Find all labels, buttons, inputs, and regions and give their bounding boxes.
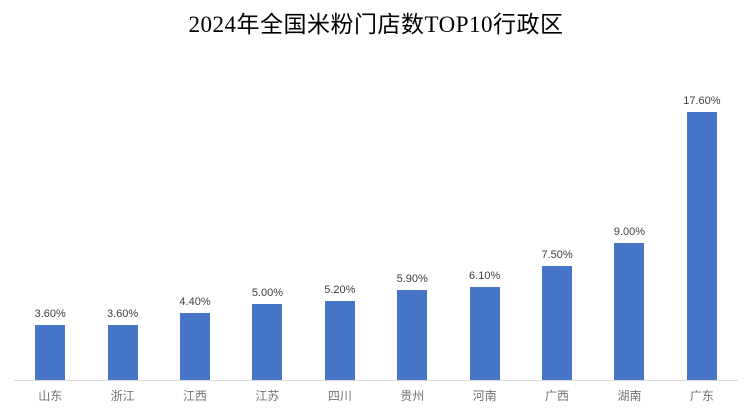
bar bbox=[252, 304, 283, 380]
x-axis-tick-label: 广西 bbox=[545, 389, 570, 403]
plot-area: 3.60% 3.60% 4.40% 5.00% 5.20% 5.90% 6.10% 7.50%… bbox=[14, 40, 738, 380]
x-axis-tick-label: 山东 bbox=[38, 389, 63, 403]
bar-column: 3.60% bbox=[86, 308, 158, 380]
bar-value-label: 7.50% bbox=[541, 249, 573, 261]
bar-column: 5.20% bbox=[304, 284, 376, 380]
x-axis-tick-label: 贵州 bbox=[400, 389, 425, 403]
x-axis-tick-label: 河南 bbox=[472, 389, 497, 403]
bar-value-label: 3.60% bbox=[107, 308, 139, 320]
bar bbox=[542, 266, 573, 380]
bar bbox=[397, 290, 428, 380]
bar-column: 5.90% bbox=[376, 273, 448, 380]
bar-column: 5.00% bbox=[231, 287, 303, 380]
bar bbox=[107, 325, 138, 380]
bar-column: 4.40% bbox=[159, 296, 231, 380]
x-axis-tick-label: 江苏 bbox=[255, 389, 280, 403]
bar-value-label: 5.90% bbox=[396, 273, 428, 285]
x-axis-tick-label: 浙江 bbox=[110, 389, 135, 403]
x-axis-line bbox=[14, 380, 738, 381]
x-axis-tick-label: 广东 bbox=[689, 389, 714, 403]
bar bbox=[180, 313, 211, 380]
x-axis-labels: 山东 浙江 江西 江苏 四川 贵州 河南 广西 湖南 广东 bbox=[14, 387, 738, 404]
bar-value-label: 17.60% bbox=[683, 95, 721, 107]
bar-value-label: 9.00% bbox=[613, 226, 646, 238]
x-axis-tick-label: 湖南 bbox=[617, 389, 642, 403]
bar bbox=[324, 301, 355, 380]
bar-column: 6.10% bbox=[448, 270, 520, 380]
bar-value-label: 3.60% bbox=[34, 308, 66, 320]
bar-column: 17.60% bbox=[666, 95, 738, 380]
bar-column: 3.60% bbox=[14, 308, 86, 380]
bar-column: 9.00% bbox=[593, 226, 665, 380]
bar bbox=[35, 325, 66, 380]
bar-value-label: 5.20% bbox=[324, 284, 356, 296]
bar bbox=[686, 112, 717, 380]
x-axis-tick-label: 江西 bbox=[183, 389, 208, 403]
x-axis-tick-label: 四川 bbox=[327, 389, 352, 403]
bar-value-label: 5.00% bbox=[251, 287, 284, 299]
bar bbox=[469, 287, 500, 380]
bar bbox=[614, 243, 645, 380]
bar-column: 7.50% bbox=[521, 249, 593, 380]
bar-value-label: 6.10% bbox=[469, 270, 501, 282]
chart-title: 2024年全国米粉门店数TOP10行政区 bbox=[188, 12, 564, 37]
bar-value-label: 4.40% bbox=[179, 296, 211, 308]
